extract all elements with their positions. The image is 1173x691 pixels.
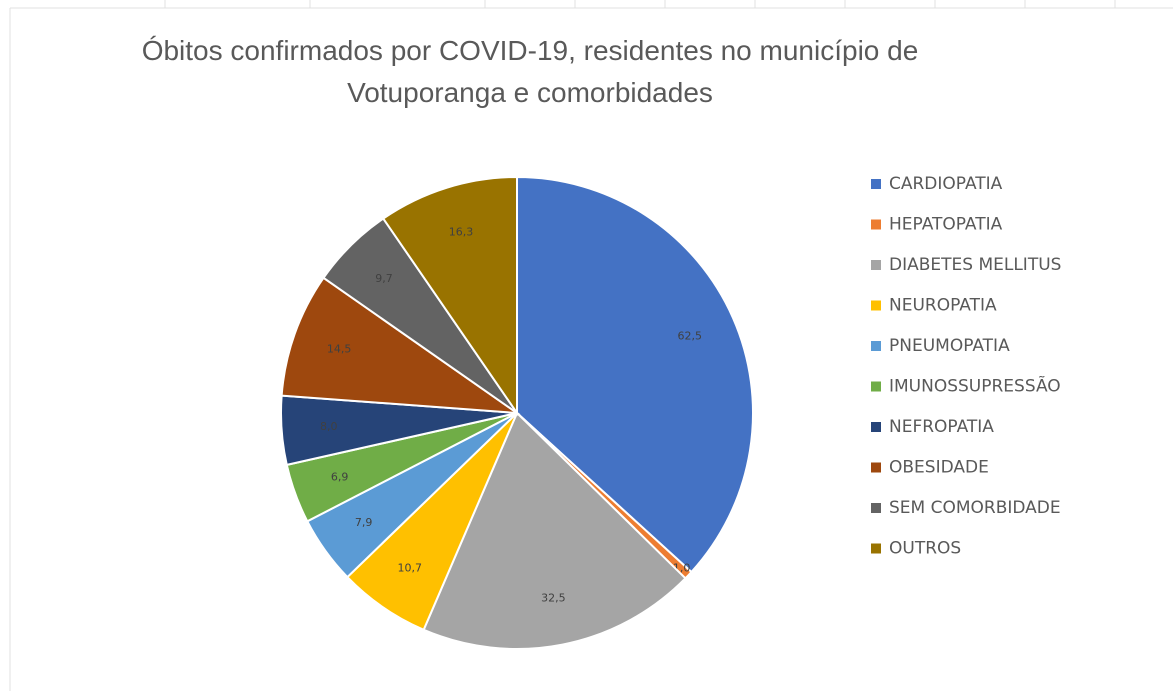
data-label: 16,3 [449,226,474,239]
legend-label: SEM COMORBIDADE [889,498,1061,518]
legend-swatch [871,462,881,473]
chart-title: Óbitos confirmados por COVID-19, residen… [141,35,919,108]
legend-swatch [871,543,881,554]
data-label: 14,5 [327,343,352,356]
legend-swatch [871,219,881,230]
pie-slice [516,175,754,574]
pie-slice [422,411,687,650]
legend-swatch [871,381,881,392]
legend-label: OUTROS [889,539,961,559]
legend-swatch [871,260,881,270]
legend-swatch [871,503,881,513]
data-label: 62,5 [677,330,702,343]
data-label: 9,7 [375,272,393,285]
legend-swatch [871,179,881,189]
pie-slice [381,175,518,417]
data-label: 6,9 [331,471,349,484]
data-label: 10,7 [397,561,422,574]
legend-label: DIABETES MELLITUS [889,255,1061,275]
data-label: 8,0 [320,420,338,433]
legend-label: OBESIDADE [889,458,989,478]
sheet-grid [9,0,1173,691]
pie-slice [280,276,521,415]
legend-label: CARDIOPATIA [889,174,1003,194]
legend-label: PNEUMOPATIA [889,336,1010,356]
data-label: 7,9 [355,516,373,529]
legend-label: IMUNOSSUPRESSÃO [889,375,1061,397]
legend-swatch [871,300,881,311]
data-label: 32,5 [541,591,566,604]
legend-swatch [871,422,881,432]
legend-label: NEFROPATIA [889,417,994,437]
legend-label: NEUROPATIA [889,296,997,316]
legend-swatch [871,341,881,351]
legend-label: HEPATOPATIA [889,215,1003,235]
